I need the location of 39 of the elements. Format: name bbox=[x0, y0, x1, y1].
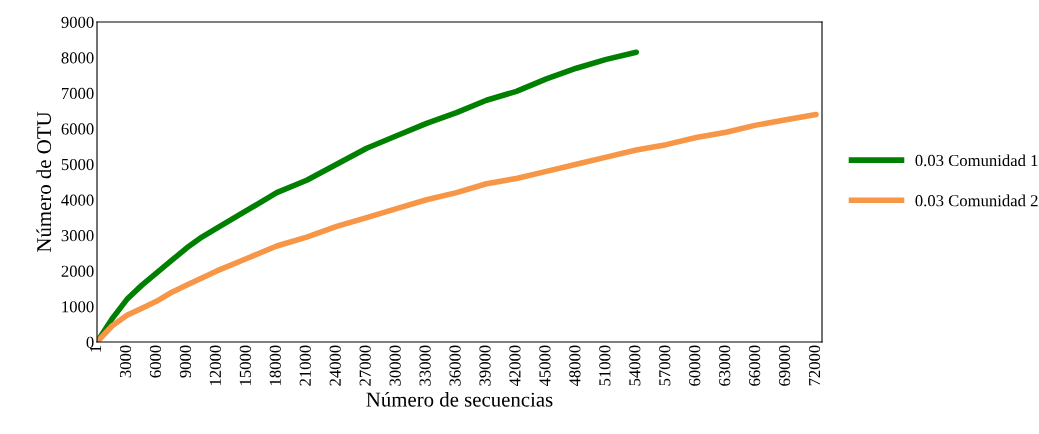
legend-label: 0.03 Comunidad 1 bbox=[915, 154, 1038, 167]
x-tick-label: 45000 bbox=[539, 345, 551, 387]
x-tick-label: 39000 bbox=[479, 345, 491, 386]
x-tick-label: 69000 bbox=[778, 345, 791, 386]
x-tick-label: 30000 bbox=[389, 345, 401, 386]
y-tick-label: 0 bbox=[86, 336, 94, 348]
legend-label: 0.03 Comunidad 2 bbox=[915, 194, 1038, 207]
x-tick-label: 57000 bbox=[659, 345, 671, 386]
x-tick-label: 72000 bbox=[808, 345, 821, 386]
x-tick-label: 15000 bbox=[239, 345, 251, 385]
x-tick-label: 36000 bbox=[449, 345, 461, 386]
x-tick-label: 27000 bbox=[359, 345, 371, 386]
x-tick-label: 66000 bbox=[749, 345, 761, 386]
x-tick-label: 21000 bbox=[299, 345, 311, 386]
y-tick-label: 2000 bbox=[61, 265, 94, 277]
x-tick-label: 9000 bbox=[179, 345, 192, 378]
x-tick-label: 33000 bbox=[419, 345, 431, 386]
x-tick-label: 51000 bbox=[599, 345, 611, 386]
y-tick-label: 7000 bbox=[61, 87, 94, 100]
y-tick-label: 3000 bbox=[61, 230, 94, 242]
y-tick-label: 6000 bbox=[61, 123, 94, 135]
y-tick-label: 4000 bbox=[61, 194, 94, 206]
x-tick-label: 42000 bbox=[509, 345, 521, 387]
x-tick-label: 12000 bbox=[209, 345, 222, 385]
x-tick-label: 18000 bbox=[269, 345, 281, 385]
x-axis-title: Número de secuencias bbox=[366, 391, 553, 407]
y-axis-title: Número de OTU bbox=[36, 111, 52, 252]
y-tick-label: 8000 bbox=[61, 52, 94, 64]
y-tick-label: 5000 bbox=[61, 158, 94, 171]
y-tick-label: 1000 bbox=[62, 301, 94, 313]
x-tick-label: 24000 bbox=[329, 345, 341, 386]
y-tick-label: 9000 bbox=[61, 16, 94, 28]
x-tick-label: 54000 bbox=[629, 345, 641, 386]
x-tick-label: 63000 bbox=[719, 345, 731, 386]
x-tick-label: 1 bbox=[90, 345, 102, 352]
x-tick-label: 6000 bbox=[149, 345, 162, 378]
x-tick-label: 3000 bbox=[119, 345, 132, 378]
x-tick-label: 60000 bbox=[689, 345, 701, 386]
x-tick-label: 48000 bbox=[569, 345, 581, 387]
